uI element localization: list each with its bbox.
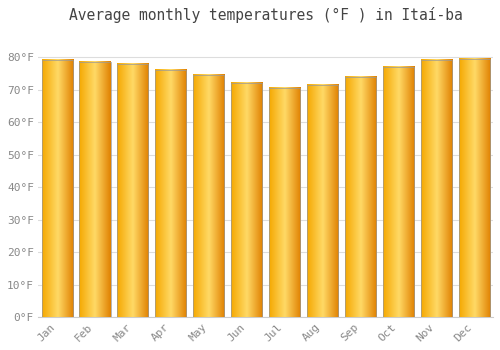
Bar [156, 70, 186, 317]
Bar [420, 60, 452, 317]
Title: Average monthly temperatures (°F ) in Itaí-ba: Average monthly temperatures (°F ) in It… [68, 7, 462, 23]
Bar [458, 59, 490, 317]
Bar [118, 64, 148, 317]
Bar [193, 75, 224, 317]
Bar [269, 88, 300, 317]
Bar [42, 60, 72, 317]
Bar [382, 67, 414, 317]
Bar [345, 77, 376, 317]
Bar [80, 62, 110, 317]
Bar [307, 85, 338, 317]
Bar [231, 83, 262, 317]
